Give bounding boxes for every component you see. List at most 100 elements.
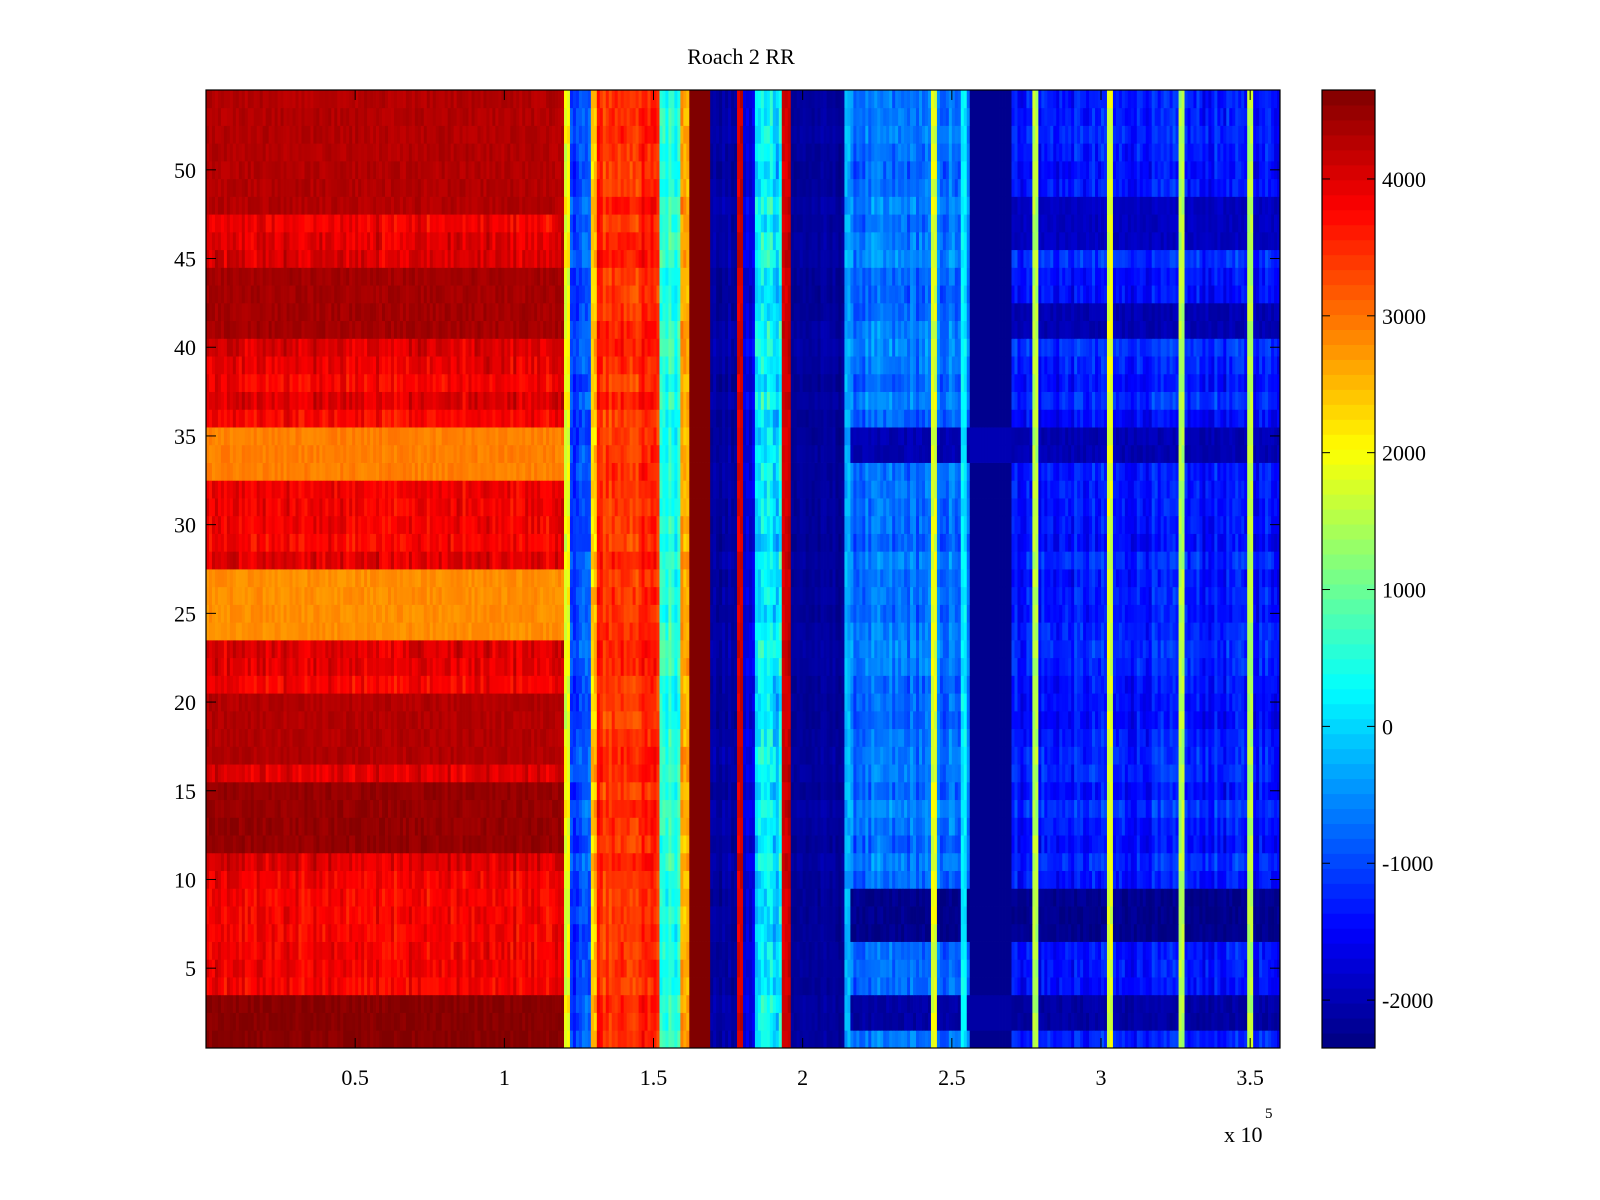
heatmap-cell: [889, 835, 893, 854]
heatmap-cell: [1029, 959, 1033, 978]
heatmap-cell: [939, 870, 944, 889]
heatmap-cell: [1109, 852, 1114, 871]
heatmap-cell: [590, 852, 595, 871]
heatmap-cell: [376, 870, 380, 889]
heatmap-cell: [501, 835, 505, 854]
heatmap-cell: [802, 870, 807, 889]
heatmap-cell: [808, 852, 813, 871]
heatmap-cell: [265, 870, 270, 889]
heatmap-cell: [665, 817, 669, 836]
heatmap-cell: [331, 835, 335, 854]
heatmap-cell: [608, 799, 613, 818]
heatmap-cell: [581, 906, 586, 925]
heatmap-cell: [546, 923, 550, 942]
heatmap-cell: [1175, 852, 1179, 871]
heatmap-cell: [987, 888, 992, 907]
heatmap-cell: [922, 994, 926, 1013]
heatmap-cell: [781, 817, 786, 836]
heatmap-cell: [352, 870, 356, 889]
heatmap-cell: [1136, 906, 1141, 925]
heatmap-cell: [1202, 1030, 1206, 1049]
heatmap-cell: [417, 817, 422, 836]
heatmap-cell: [1154, 888, 1159, 907]
heatmap-cell: [990, 977, 994, 996]
heatmap-cell: [423, 799, 428, 818]
heatmap-cell: [1029, 923, 1033, 942]
heatmap-cell: [1199, 923, 1203, 942]
heatmap-cell: [611, 923, 616, 942]
heatmap-cell: [504, 923, 508, 942]
heatmap-cell: [701, 799, 705, 818]
heatmap-cell: [602, 817, 607, 836]
heatmap-cell: [1092, 906, 1096, 925]
heatmap-cell: [1253, 941, 1257, 960]
heatmap-cell: [650, 799, 654, 818]
heatmap-cell: [584, 852, 589, 871]
heatmap-cell: [247, 906, 252, 925]
heatmap-cell: [760, 941, 765, 960]
heatmap-cell: [1169, 870, 1173, 889]
heatmap-cell: [862, 799, 866, 818]
heatmap-cell: [1217, 977, 1221, 996]
heatmap-cell: [1145, 941, 1150, 960]
heatmap-cell: [847, 923, 851, 942]
heatmap-cell: [343, 817, 347, 836]
heatmap-cell: [214, 941, 219, 960]
heatmap-cell: [411, 959, 416, 978]
heatmap-cell: [960, 906, 965, 925]
heatmap-cell: [1148, 835, 1153, 854]
heatmap-cell: [707, 941, 711, 960]
heatmap-cell: [1196, 835, 1200, 854]
heatmap-cell: [1241, 906, 1245, 925]
heatmap-cell: [805, 835, 810, 854]
heatmap-cell: [429, 888, 434, 907]
heatmap-cell: [1190, 977, 1194, 996]
heatmap-cell: [1163, 888, 1168, 907]
heatmap-cell: [552, 888, 556, 907]
heatmap-cell: [414, 835, 419, 854]
heatmap-cell: [781, 906, 786, 925]
heatmap-cell: [1238, 994, 1242, 1013]
heatmap-cell: [841, 799, 845, 818]
heatmap-cell: [1127, 888, 1132, 907]
heatmap-cell: [695, 1012, 699, 1031]
heatmap-cell: [540, 923, 544, 942]
heatmap-cell: [346, 870, 350, 889]
heatmap-cell: [1262, 906, 1266, 925]
heatmap-cell: [1038, 1012, 1042, 1031]
heatmap-cell: [247, 977, 252, 996]
heatmap-cell: [647, 852, 651, 871]
heatmap-cell: [498, 959, 502, 978]
heatmap-cell: [289, 906, 293, 925]
heatmap-cell: [426, 959, 431, 978]
heatmap-cell: [751, 923, 756, 942]
heatmap-cell: [1181, 1030, 1185, 1049]
heatmap-cell: [283, 1012, 287, 1031]
heatmap-cell: [1053, 977, 1057, 996]
heatmap-cell: [933, 1030, 938, 1049]
heatmap-cell: [1250, 1030, 1254, 1049]
heatmap-cell: [945, 817, 950, 836]
heatmap-cell: [647, 835, 651, 854]
heatmap-cell: [656, 959, 660, 978]
heatmap-cell: [1157, 852, 1162, 871]
heatmap-cell: [817, 941, 821, 960]
heatmap-cell: [919, 799, 923, 818]
heatmap-cell: [477, 870, 481, 889]
heatmap-cell: [379, 817, 383, 836]
heatmap-cell: [945, 888, 950, 907]
heatmap-cell: [731, 941, 735, 960]
heatmap-cell: [766, 906, 771, 925]
heatmap-cell: [1056, 835, 1060, 854]
heatmap-cell: [575, 941, 580, 960]
heatmap-cell: [707, 994, 711, 1013]
heatmap-cell: [241, 817, 246, 836]
heatmap-cell: [1121, 817, 1126, 836]
heatmap-cell: [468, 817, 472, 836]
heatmap-cell: [629, 941, 634, 960]
heatmap-cell: [632, 959, 636, 978]
heatmap-cell: [1011, 852, 1015, 871]
heatmap-cell: [623, 906, 628, 925]
heatmap-cell: [745, 852, 750, 871]
heatmap-cell: [405, 994, 410, 1013]
